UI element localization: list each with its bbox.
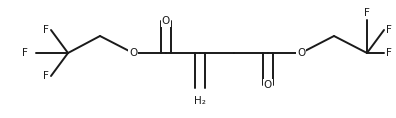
Text: O: O (297, 48, 305, 58)
Text: O: O (129, 48, 137, 58)
Text: H₂: H₂ (194, 96, 206, 106)
Text: O: O (264, 80, 272, 90)
Text: F: F (43, 25, 49, 35)
Text: F: F (386, 25, 392, 35)
Text: F: F (364, 8, 370, 18)
Text: F: F (22, 48, 28, 58)
Text: F: F (43, 71, 49, 81)
Text: F: F (386, 48, 392, 58)
Text: O: O (162, 16, 170, 26)
